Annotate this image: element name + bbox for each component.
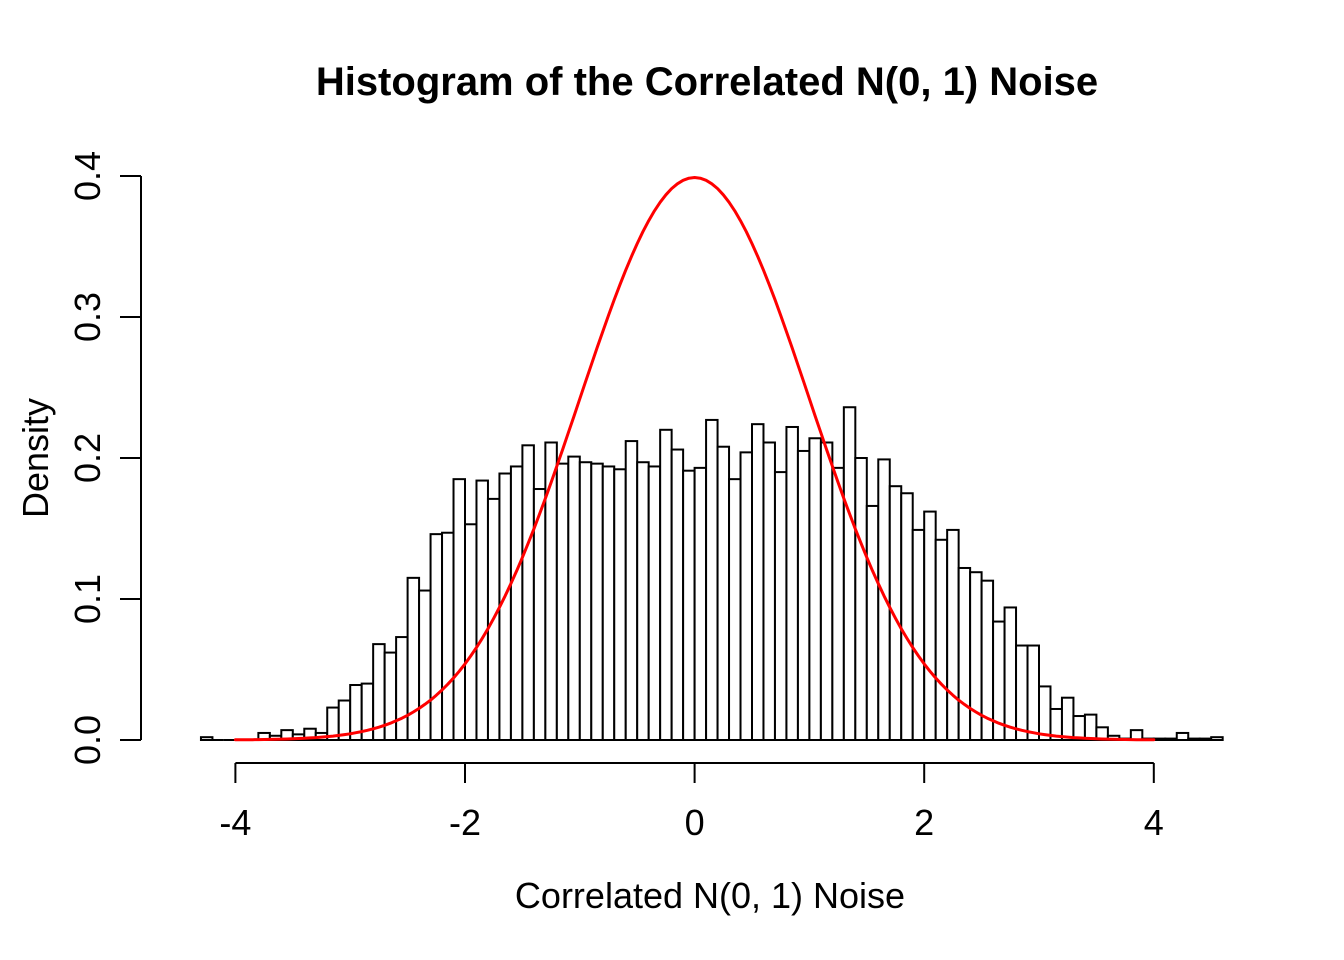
histogram-bar xyxy=(831,466,845,741)
histogram-bar xyxy=(555,462,570,741)
histogram-bar xyxy=(751,423,765,741)
histogram-bar xyxy=(808,437,822,741)
histogram-bar xyxy=(946,528,960,741)
histogram-bar xyxy=(785,425,799,741)
histogram-bar xyxy=(693,466,708,741)
histogram-bar xyxy=(199,736,214,741)
x-tick-label: 4 xyxy=(1144,802,1164,843)
histogram-bar xyxy=(934,538,949,742)
histogram-bar xyxy=(1152,737,1167,742)
tick-labels: 0.0 0.1 0.2 0.3 0.4 -4 -2 0 2 4 xyxy=(67,151,1164,843)
y-tick-label: 0.1 xyxy=(67,574,108,624)
histogram-bar xyxy=(923,510,937,741)
histogram-bar xyxy=(567,455,581,741)
histogram-bar xyxy=(1164,737,1178,742)
histogram-bar xyxy=(601,465,616,741)
histogram-bar xyxy=(900,492,914,741)
histogram-bar xyxy=(441,531,455,741)
histogram-bar xyxy=(1083,713,1098,741)
histogram-bar xyxy=(957,566,972,741)
histogram-bar xyxy=(624,440,639,741)
histogram-bar xyxy=(395,636,409,742)
histogram-bar xyxy=(429,533,444,742)
x-tick-label: -4 xyxy=(219,802,251,843)
x-tick-label: 0 xyxy=(685,802,705,843)
histogram-bar xyxy=(670,448,685,741)
histogram-bar xyxy=(1026,644,1041,742)
histogram-bar xyxy=(877,458,891,741)
histogram-bar xyxy=(521,444,535,741)
histogram-bar xyxy=(728,478,742,741)
histogram-bar xyxy=(1187,737,1201,742)
normal-density-curve xyxy=(233,176,1156,742)
histogram-bar xyxy=(464,523,478,742)
histogram-bar xyxy=(842,406,857,741)
histogram-bar xyxy=(636,461,650,741)
y-tick-label: 0.3 xyxy=(67,292,108,342)
histogram-bar xyxy=(1060,696,1075,742)
histogram-bar xyxy=(1175,731,1190,742)
y-tick-label: 0.2 xyxy=(67,433,108,483)
histogram-bar xyxy=(1015,644,1029,742)
histogram-bar xyxy=(739,451,754,741)
histogram-bar xyxy=(819,441,834,741)
histogram-bar xyxy=(544,441,558,741)
histogram-bar xyxy=(613,468,627,741)
histogram-bar xyxy=(475,479,489,741)
histogram-bar xyxy=(509,465,524,741)
x-tick-label: 2 xyxy=(914,802,934,843)
histogram-bar xyxy=(865,504,880,741)
histogram-bar xyxy=(911,528,926,741)
axes xyxy=(120,175,1155,783)
histogram-bars xyxy=(199,406,1224,742)
histogram-bar xyxy=(383,651,398,742)
y-tick-label: 0.0 xyxy=(67,715,108,765)
chart-title: Histogram of the Correlated N(0, 1) Nois… xyxy=(316,60,1098,104)
histogram-bar xyxy=(578,461,593,741)
histogram-bar xyxy=(762,441,776,741)
histogram-bar xyxy=(854,457,868,741)
histogram-bar xyxy=(682,469,696,741)
x-axis-label: Correlated N(0, 1) Noise xyxy=(515,875,905,916)
histogram-bar xyxy=(796,449,811,741)
y-tick-label: 0.4 xyxy=(67,151,108,201)
histogram-bar xyxy=(418,589,432,741)
histogram-bar xyxy=(1198,737,1213,742)
histogram-bar xyxy=(590,462,604,741)
histogram-bar xyxy=(1038,685,1052,741)
histogram-bar xyxy=(647,465,662,741)
histogram-bar xyxy=(773,471,788,741)
x-tick-label: -2 xyxy=(449,802,481,843)
histogram-bar xyxy=(1003,606,1018,742)
histogram-bar xyxy=(1210,736,1224,741)
y-axis-label: Density xyxy=(15,398,56,518)
histogram-bar xyxy=(659,428,673,741)
histogram-bar xyxy=(705,418,719,741)
histogram-bar xyxy=(716,445,731,741)
histogram-bar xyxy=(452,478,466,741)
